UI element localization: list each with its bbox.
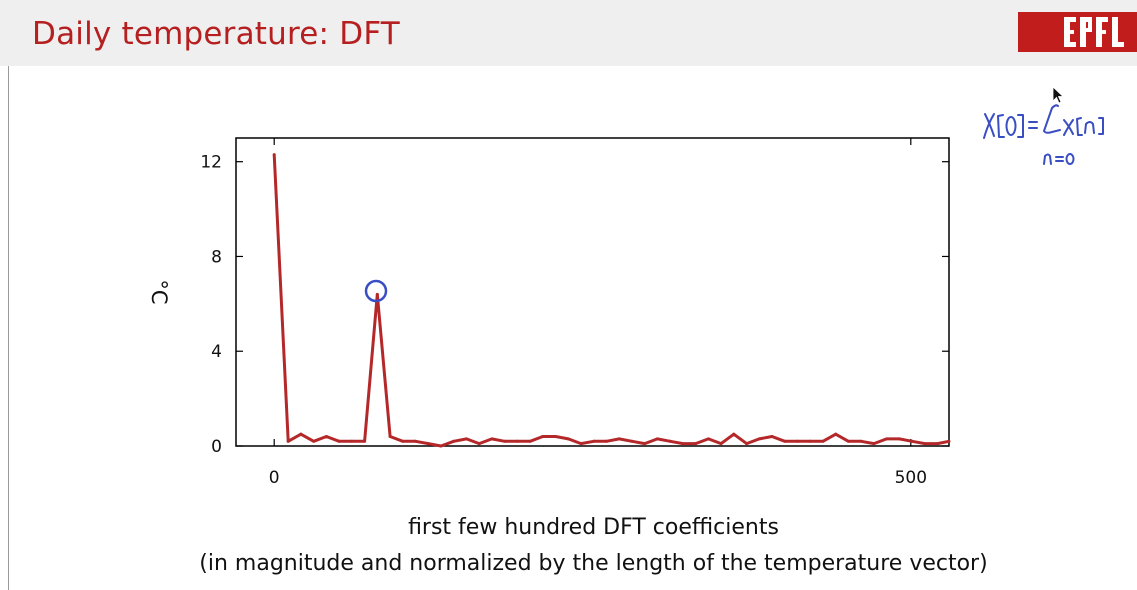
data-point	[439, 444, 443, 448]
data-point	[936, 442, 940, 446]
data-point	[286, 439, 290, 443]
data-point	[706, 437, 710, 441]
x-tick-label: 500	[895, 468, 927, 488]
slide-left-border	[8, 66, 9, 590]
data-point	[272, 153, 276, 157]
y-tick-label: 4	[211, 342, 222, 362]
data-point	[770, 435, 774, 439]
data-point	[566, 437, 570, 441]
data-point	[605, 439, 609, 443]
data-point	[515, 439, 519, 443]
data-point	[477, 442, 481, 446]
x-axis-label-note: (in magnitude and normalized by the leng…	[199, 551, 988, 576]
data-point	[388, 435, 392, 439]
data-point	[947, 439, 951, 443]
mouse-cursor-icon	[1052, 86, 1065, 104]
data-point	[732, 432, 736, 436]
y-tick-label: 12	[200, 153, 222, 173]
data-point	[808, 439, 812, 443]
data-point	[617, 437, 621, 441]
data-point	[745, 442, 749, 446]
data-point	[643, 442, 647, 446]
dft-series-line	[272, 154, 950, 448]
data-point	[885, 437, 889, 441]
data-point	[554, 435, 558, 439]
y-tick-label: 0	[211, 437, 222, 457]
data-point	[324, 435, 328, 439]
data-point	[579, 442, 583, 446]
y-axis-label: °C	[147, 279, 171, 304]
data-point	[783, 439, 787, 443]
x-axis-label: first few hundred DFT coefficients	[408, 515, 779, 540]
epfl-logo	[1018, 12, 1137, 52]
data-point	[757, 437, 761, 441]
data-point	[503, 439, 507, 443]
data-point	[910, 439, 914, 443]
data-point	[795, 439, 799, 443]
slide-header	[0, 0, 1137, 66]
data-point	[821, 439, 825, 443]
data-point	[337, 439, 341, 443]
data-point	[592, 439, 596, 443]
y-tick-label: 8	[211, 247, 222, 267]
data-point	[414, 439, 418, 443]
data-point	[541, 435, 545, 439]
plot-frame	[235, 137, 950, 447]
data-point	[452, 439, 456, 443]
x-tick-label: 0	[269, 468, 280, 488]
data-point	[694, 442, 698, 446]
data-point	[897, 437, 901, 441]
data-point	[719, 442, 723, 446]
data-point	[350, 439, 354, 443]
data-point	[668, 439, 672, 443]
slide-title: Daily temperature: DFT	[32, 16, 400, 52]
data-point	[363, 439, 367, 443]
data-point	[312, 439, 316, 443]
data-point	[426, 442, 430, 446]
handwritten-formula	[983, 104, 1104, 165]
peak-highlight-circle	[364, 279, 388, 303]
data-point	[872, 442, 876, 446]
data-point	[846, 439, 850, 443]
data-point	[681, 442, 685, 446]
data-point	[464, 437, 468, 441]
data-point	[528, 439, 532, 443]
data-point	[859, 439, 863, 443]
data-point	[401, 439, 405, 443]
data-point	[490, 437, 494, 441]
y-axis: 0 4 8 12	[200, 153, 949, 457]
dft-series-points	[272, 153, 951, 448]
data-point	[834, 432, 838, 436]
data-point	[630, 439, 634, 443]
data-point	[375, 292, 379, 296]
data-point	[299, 432, 303, 436]
data-point	[655, 437, 659, 441]
data-point	[923, 442, 927, 446]
